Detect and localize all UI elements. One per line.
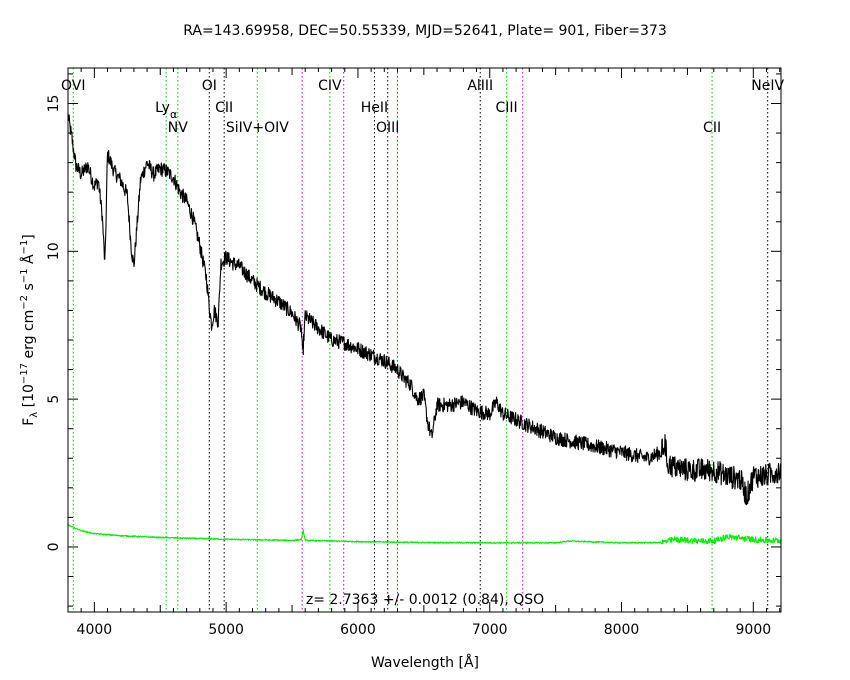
y-tick-label: 10 <box>46 242 62 260</box>
line-label-4: CII <box>215 100 233 116</box>
y-tick-label: 0 <box>46 542 62 551</box>
series-error <box>67 524 782 545</box>
line-label-3: OI <box>202 78 217 94</box>
chart-title: RA=143.69958, DEC=50.55339, MJD=52641, P… <box>183 23 667 39</box>
line-label-13: CIII <box>496 100 518 116</box>
line-label-16: NeIV <box>751 78 784 94</box>
data-series <box>67 112 782 545</box>
x-tick-label: 8000 <box>604 622 640 638</box>
y-tick-label: 15 <box>46 95 62 113</box>
series-flux <box>67 112 782 506</box>
line-label-5: SiIV+OIV <box>226 120 289 136</box>
y-axis-ticks: 0 5 10 15 <box>46 73 781 607</box>
x-tick-label: 4000 <box>77 622 113 638</box>
line-label-7: CIV <box>318 78 342 94</box>
x-tick-label: 6000 <box>340 622 376 638</box>
redshift-annotation: z= 2.7363 +/- 0.0012 (0.84), QSO <box>306 592 544 608</box>
line-label-0: OVI <box>61 78 85 94</box>
line-label-9: HeII <box>361 100 388 116</box>
x-axis-label: Wavelength [Å] <box>371 654 479 671</box>
x-tick-label: 9000 <box>736 622 772 638</box>
y-tick-label: 5 <box>46 395 62 404</box>
line-label-2: NV <box>168 120 188 136</box>
line-label-12: AlIII <box>467 78 493 94</box>
x-axis-ticks: 4000 5000 6000 7000 8000 9000 <box>67 68 781 638</box>
y-axis-label: Fλ [10−17 erg cm−2 s−1 Å−1] <box>19 234 40 426</box>
x-tick-label: 7000 <box>472 622 508 638</box>
x-tick-label: 5000 <box>208 622 244 638</box>
line-label-15: CII <box>703 120 721 136</box>
line-label-10: OIII <box>376 120 399 136</box>
